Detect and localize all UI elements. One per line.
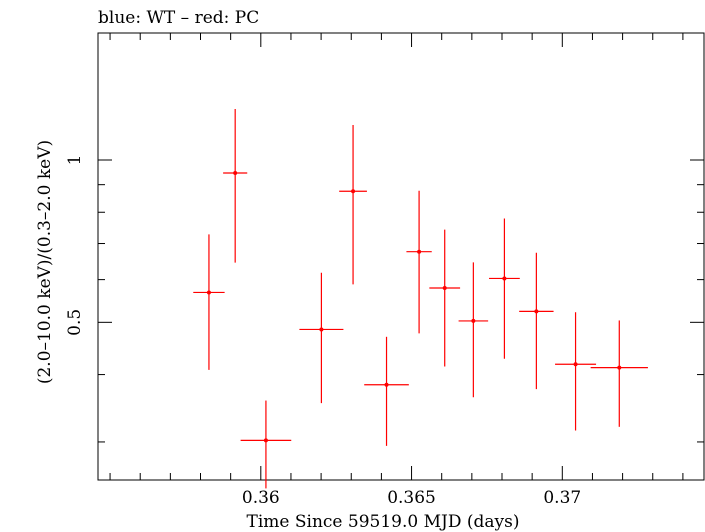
data-point (555, 312, 597, 431)
data-point (489, 218, 520, 359)
point-marker (233, 170, 238, 175)
data-point (299, 272, 344, 404)
data-point (429, 229, 461, 367)
point-marker (442, 285, 447, 290)
plot-frame (97, 32, 705, 481)
point-marker (502, 276, 507, 281)
data-point (193, 234, 225, 370)
point-marker (573, 362, 578, 367)
point-marker (351, 189, 356, 194)
y-tick-label: 0.5 (65, 309, 85, 336)
data-point (223, 109, 248, 263)
point-marker (471, 318, 476, 323)
x-tick-label: 0.36 (242, 488, 280, 508)
data-point (240, 400, 292, 489)
axis-ticks: 0.36 0.365 0.37 0.5 1 (65, 33, 704, 508)
y-axis-label: (2.0–10.0 keV)/(0.3–2.0 keV) (35, 140, 55, 384)
x-axis-label: Time Since 59519.0 MJD (days) (247, 512, 520, 532)
point-marker (534, 309, 539, 314)
data-points (193, 109, 648, 489)
point-marker (319, 327, 324, 332)
point-marker (617, 365, 622, 370)
data-point (406, 190, 432, 334)
data-point (519, 252, 554, 390)
point-marker (263, 438, 268, 443)
chart-title: blue: WT – red: PC (98, 8, 259, 28)
y-tick-label: 1 (65, 155, 85, 166)
point-marker (384, 382, 389, 387)
data-point (364, 336, 409, 446)
data-point (339, 125, 367, 285)
x-tick-label: 0.37 (543, 488, 581, 508)
data-point (590, 320, 648, 427)
point-marker (417, 249, 422, 254)
point-marker (206, 290, 211, 295)
x-tick-label: 0.365 (387, 488, 436, 508)
data-point (458, 262, 489, 398)
